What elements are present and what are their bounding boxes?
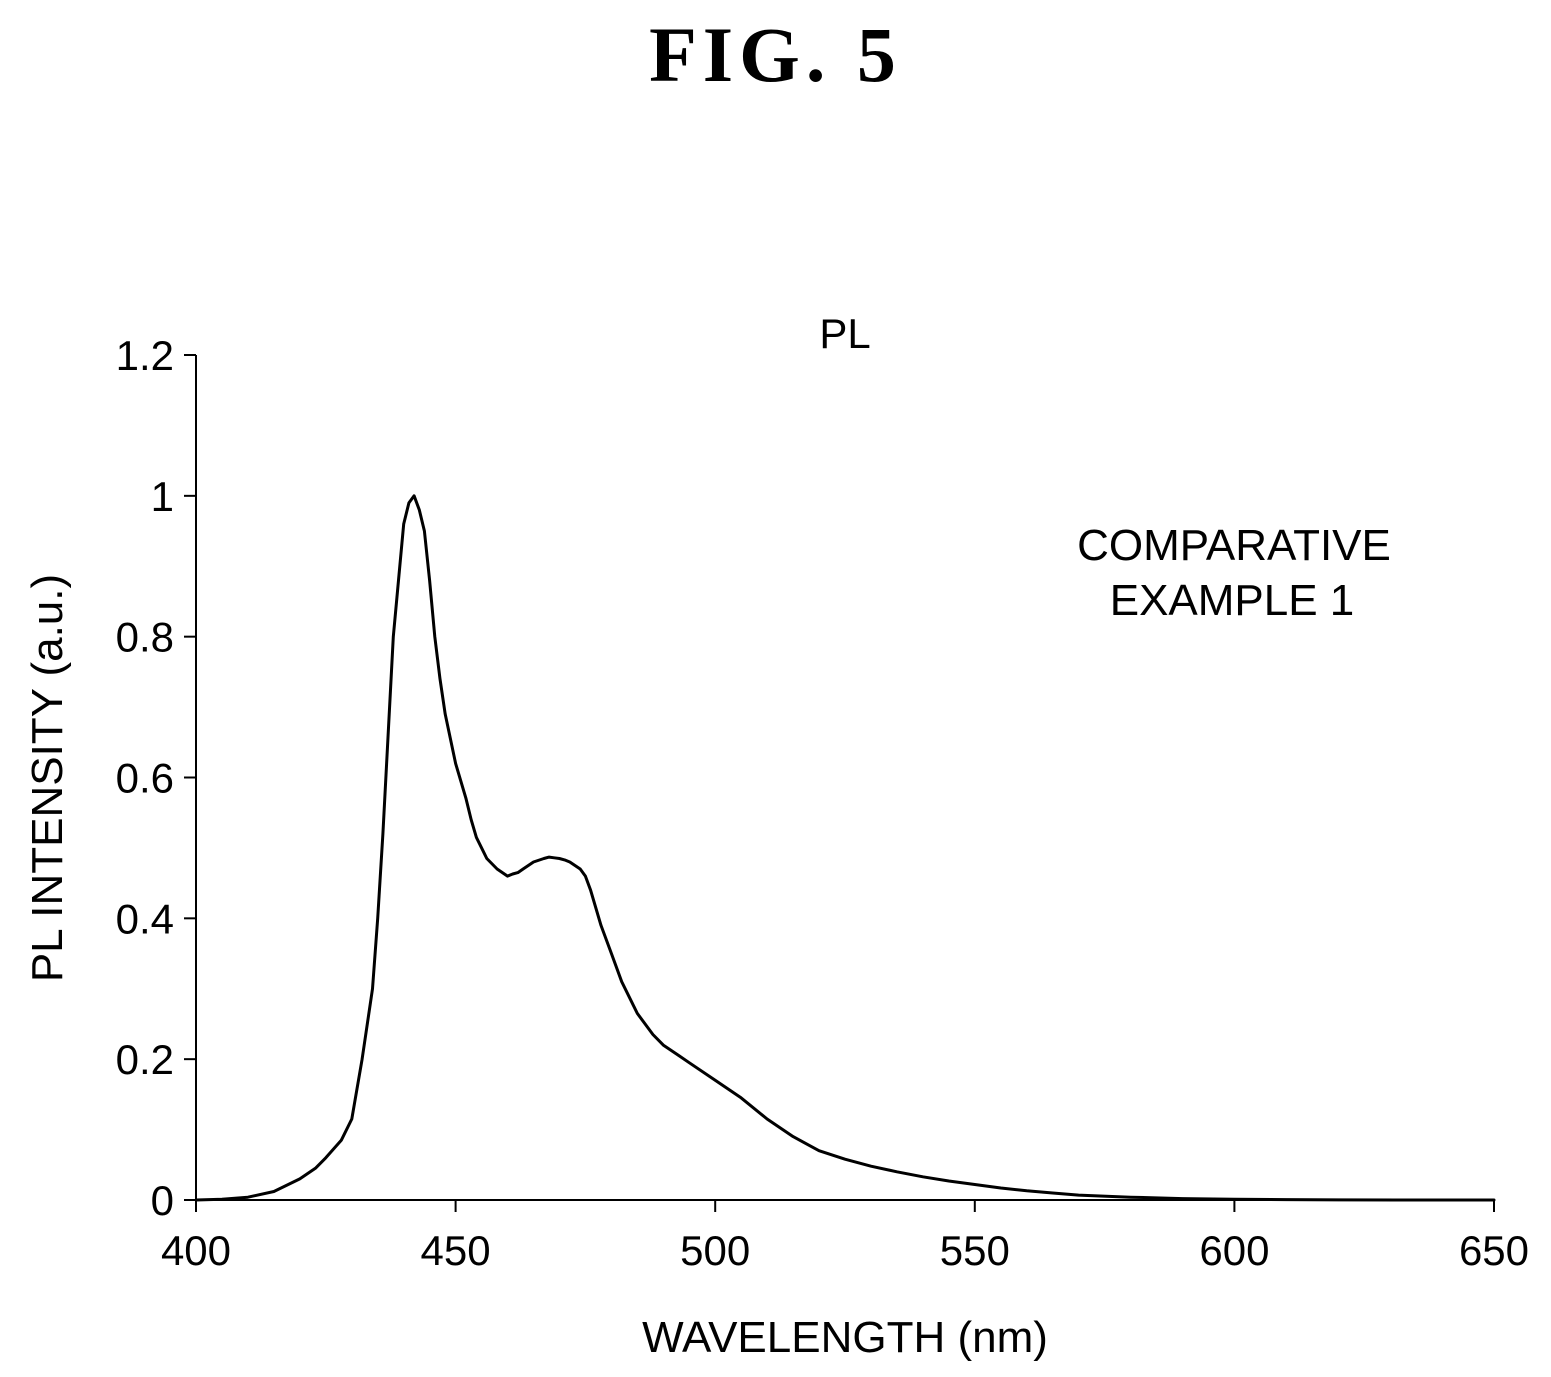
- y-tick-label: 0.6: [116, 755, 174, 802]
- x-tick-label: 600: [1199, 1227, 1269, 1274]
- y-tick-label: 0.2: [116, 1036, 174, 1083]
- x-axis-label: WAVELENGTH (nm): [642, 1313, 1048, 1362]
- chart-texts: PL WAVELENGTH (nm) PL INTENSITY (a.u.) COMP…: [23, 310, 1391, 1362]
- chart-ticks: 0 0.2 0.4 0.6 0.8 1 1.2 400 450 500 550 600 650: [116, 332, 1529, 1274]
- x-tick-label: 450: [421, 1227, 491, 1274]
- chart-title: PL: [819, 310, 870, 357]
- chart-axes: [195, 355, 1494, 1201]
- x-tick-label: 550: [940, 1227, 1010, 1274]
- series-line-0: [194, 494, 1496, 1202]
- y-axis-label: PL INTENSITY (a.u.): [23, 574, 72, 982]
- y-tick-label: 1.2: [116, 332, 174, 379]
- figure-label: FIG. 5: [649, 11, 902, 98]
- x-tick-label: 650: [1459, 1227, 1529, 1274]
- y-tick-label: 0: [151, 1177, 174, 1224]
- annotation-line: COMPARATIVE: [1077, 521, 1391, 570]
- y-tick-label: 0.4: [116, 895, 174, 942]
- annotation-line: EXAMPLE 1: [1110, 576, 1355, 625]
- chart-plot-area: [194, 494, 1496, 1202]
- y-tick-label: 0.8: [116, 614, 174, 661]
- x-tick-label: 400: [161, 1227, 231, 1274]
- y-tick-label: 1: [151, 473, 174, 520]
- x-tick-label: 500: [680, 1227, 750, 1274]
